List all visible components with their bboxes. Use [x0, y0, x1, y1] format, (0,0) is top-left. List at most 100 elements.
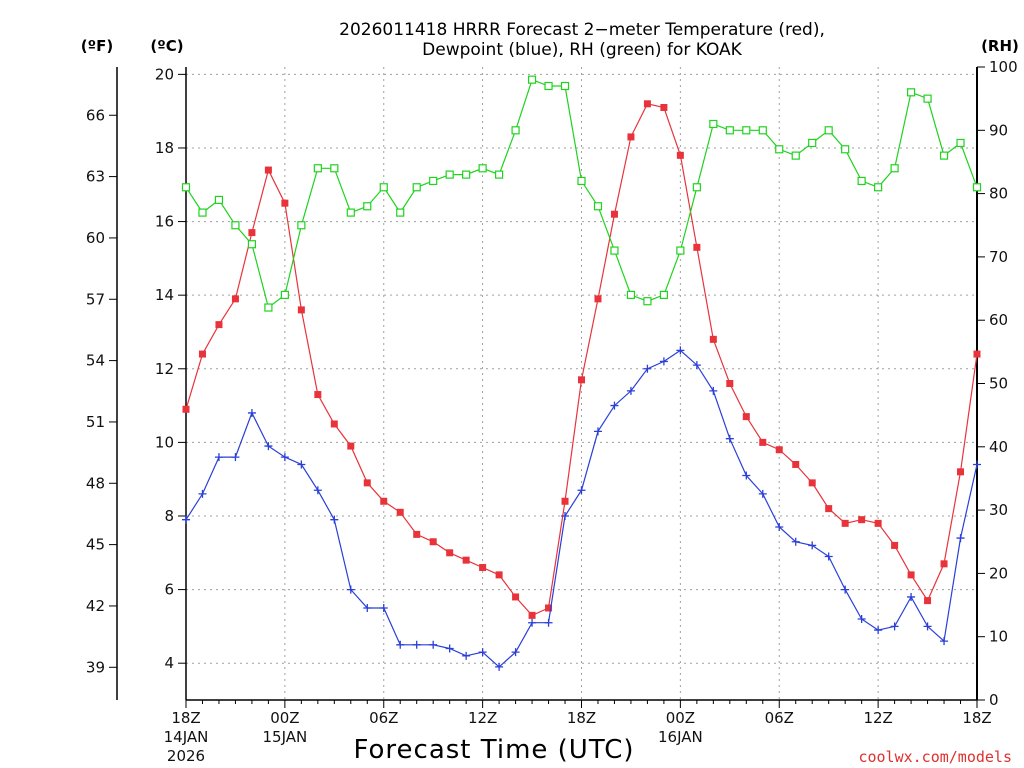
- chart-title-line-1: 2026011418 HRRR Forecast 2−meter Tempera…: [339, 20, 825, 40]
- x-tick-label-0: 18Z: [171, 709, 200, 727]
- relative-humidity-point-37: [791, 151, 800, 160]
- temperature-point-15: [429, 538, 437, 546]
- temperature-point-23: [561, 497, 569, 505]
- dewpoint-point-17: [462, 651, 471, 660]
- relative-humidity-point-11: [363, 202, 372, 211]
- dewpoint-point-42: [874, 626, 883, 635]
- dewpoint-point-14: [412, 640, 421, 649]
- relative-humidity-point-1: [198, 208, 207, 217]
- x-tick-label-6: 00Z: [270, 709, 299, 727]
- credit-text: coolwx.com/models: [858, 748, 1012, 766]
- dewpoint-point-43: [890, 622, 899, 631]
- temperature-point-38: [808, 479, 816, 487]
- x-tick-date-0: 14JAN: [164, 728, 209, 746]
- x-tick-label-18: 12Z: [468, 709, 497, 727]
- relative-humidity-point-41: [857, 176, 866, 186]
- temperature-point-9: [330, 420, 338, 428]
- temperature-point-21: [528, 611, 536, 619]
- temperature-point-31: [693, 243, 701, 251]
- celsius-tick-label-20: 20: [155, 65, 174, 83]
- rh-tick-label-90: 90: [989, 121, 1008, 139]
- relative-humidity-point-9: [330, 164, 339, 173]
- dewpoint-point-34: [742, 471, 751, 480]
- dewpoint-point-37: [791, 537, 800, 546]
- temperature-point-27: [627, 133, 635, 141]
- x-axis-label: Forecast Time (UTC): [353, 735, 634, 765]
- dewpoint-point-30: [676, 346, 685, 355]
- fahrenheit-axis-unit: (ºF): [81, 37, 113, 55]
- fahrenheit-tick-label-39: 39: [86, 658, 105, 676]
- temperature-point-24: [578, 376, 585, 384]
- temperature-point-26: [610, 210, 618, 218]
- temperature-point-30: [676, 151, 684, 159]
- relative-humidity-point-25: [593, 202, 603, 211]
- dewpoint-point-13: [396, 640, 405, 649]
- rh-tick-label-100: 100: [989, 58, 1018, 76]
- relative-humidity-point-2: [214, 195, 224, 205]
- relative-humidity-point-47: [956, 138, 965, 148]
- relative-humidity-point-13: [396, 208, 405, 217]
- rh-tick-label-70: 70: [989, 248, 1008, 266]
- relative-humidity-point-36: [775, 145, 784, 154]
- relative-humidity-point-24: [577, 176, 586, 186]
- relative-humidity-point-26: [610, 246, 619, 255]
- fahrenheit-tick-label-57: 57: [86, 290, 105, 308]
- dewpoint-point-22: [544, 618, 553, 627]
- dewpoint-point-31: [692, 361, 701, 370]
- relative-humidity-point-46: [939, 151, 949, 160]
- dewpoint-point-25: [593, 427, 602, 436]
- relative-humidity-point-19: [495, 170, 504, 179]
- temperature-point-3: [231, 295, 239, 303]
- relative-humidity-point-42: [874, 183, 883, 192]
- temperature-point-46: [940, 560, 948, 568]
- x-tick-date-30: 16JAN: [658, 728, 703, 746]
- dewpoint-point-27: [626, 386, 635, 395]
- temperature-point-47: [957, 468, 965, 476]
- dewpoint-point-3: [231, 453, 240, 462]
- dewpoint-point-28: [643, 364, 652, 373]
- temperature-point-16: [446, 549, 454, 557]
- relative-humidity-point-39: [824, 126, 833, 135]
- temperature-point-19: [495, 571, 503, 579]
- temperature-point-34: [742, 413, 750, 421]
- x-tick-label-48: 18Z: [962, 709, 991, 727]
- temperature-point-4: [248, 229, 256, 237]
- rh-tick-label-50: 50: [989, 375, 1008, 393]
- dewpoint-point-46: [940, 637, 949, 646]
- dewpoint-point-19: [495, 662, 504, 671]
- dewpoint-point-2: [214, 453, 223, 462]
- dewpoint-point-21: [528, 618, 537, 627]
- dewpoint-point-40: [841, 585, 850, 594]
- temperature-point-22: [545, 604, 553, 612]
- relative-humidity-point-5: [264, 303, 273, 312]
- celsius-tick-label-12: 12: [155, 360, 174, 378]
- temperature-point-17: [462, 556, 470, 564]
- celsius-tick-label-4: 4: [164, 654, 174, 672]
- rh-tick-label-0: 0: [989, 691, 999, 709]
- celsius-tick-label-18: 18: [155, 139, 174, 157]
- dewpoint-point-26: [610, 401, 619, 410]
- dewpoint-point-16: [445, 644, 454, 653]
- temperature-point-12: [380, 497, 388, 505]
- relative-humidity-point-45: [923, 94, 932, 103]
- dewpoint-point-1: [198, 489, 207, 498]
- dewpoint-point-23: [561, 511, 570, 520]
- x-tick-label-24: 18Z: [567, 709, 596, 727]
- celsius-axis-unit: (ºC): [150, 37, 183, 55]
- dewpoint-point-12: [379, 603, 388, 612]
- dewpoint-point-7: [297, 460, 306, 469]
- fahrenheit-tick-label-54: 54: [86, 352, 105, 370]
- relative-humidity-point-35: [758, 126, 767, 135]
- relative-humidity-point-32: [709, 119, 718, 129]
- dewpoint-point-4: [247, 408, 256, 417]
- relative-humidity-point-44: [906, 88, 916, 97]
- temperature-point-2: [215, 321, 223, 329]
- temperature-point-8: [314, 391, 322, 399]
- temperature-point-14: [413, 530, 421, 538]
- temperature-point-36: [775, 446, 783, 454]
- dewpoint-point-18: [478, 648, 487, 657]
- relative-humidity-point-10: [346, 208, 355, 217]
- celsius-tick-label-16: 16: [155, 213, 174, 231]
- relative-humidity-point-23: [560, 81, 570, 91]
